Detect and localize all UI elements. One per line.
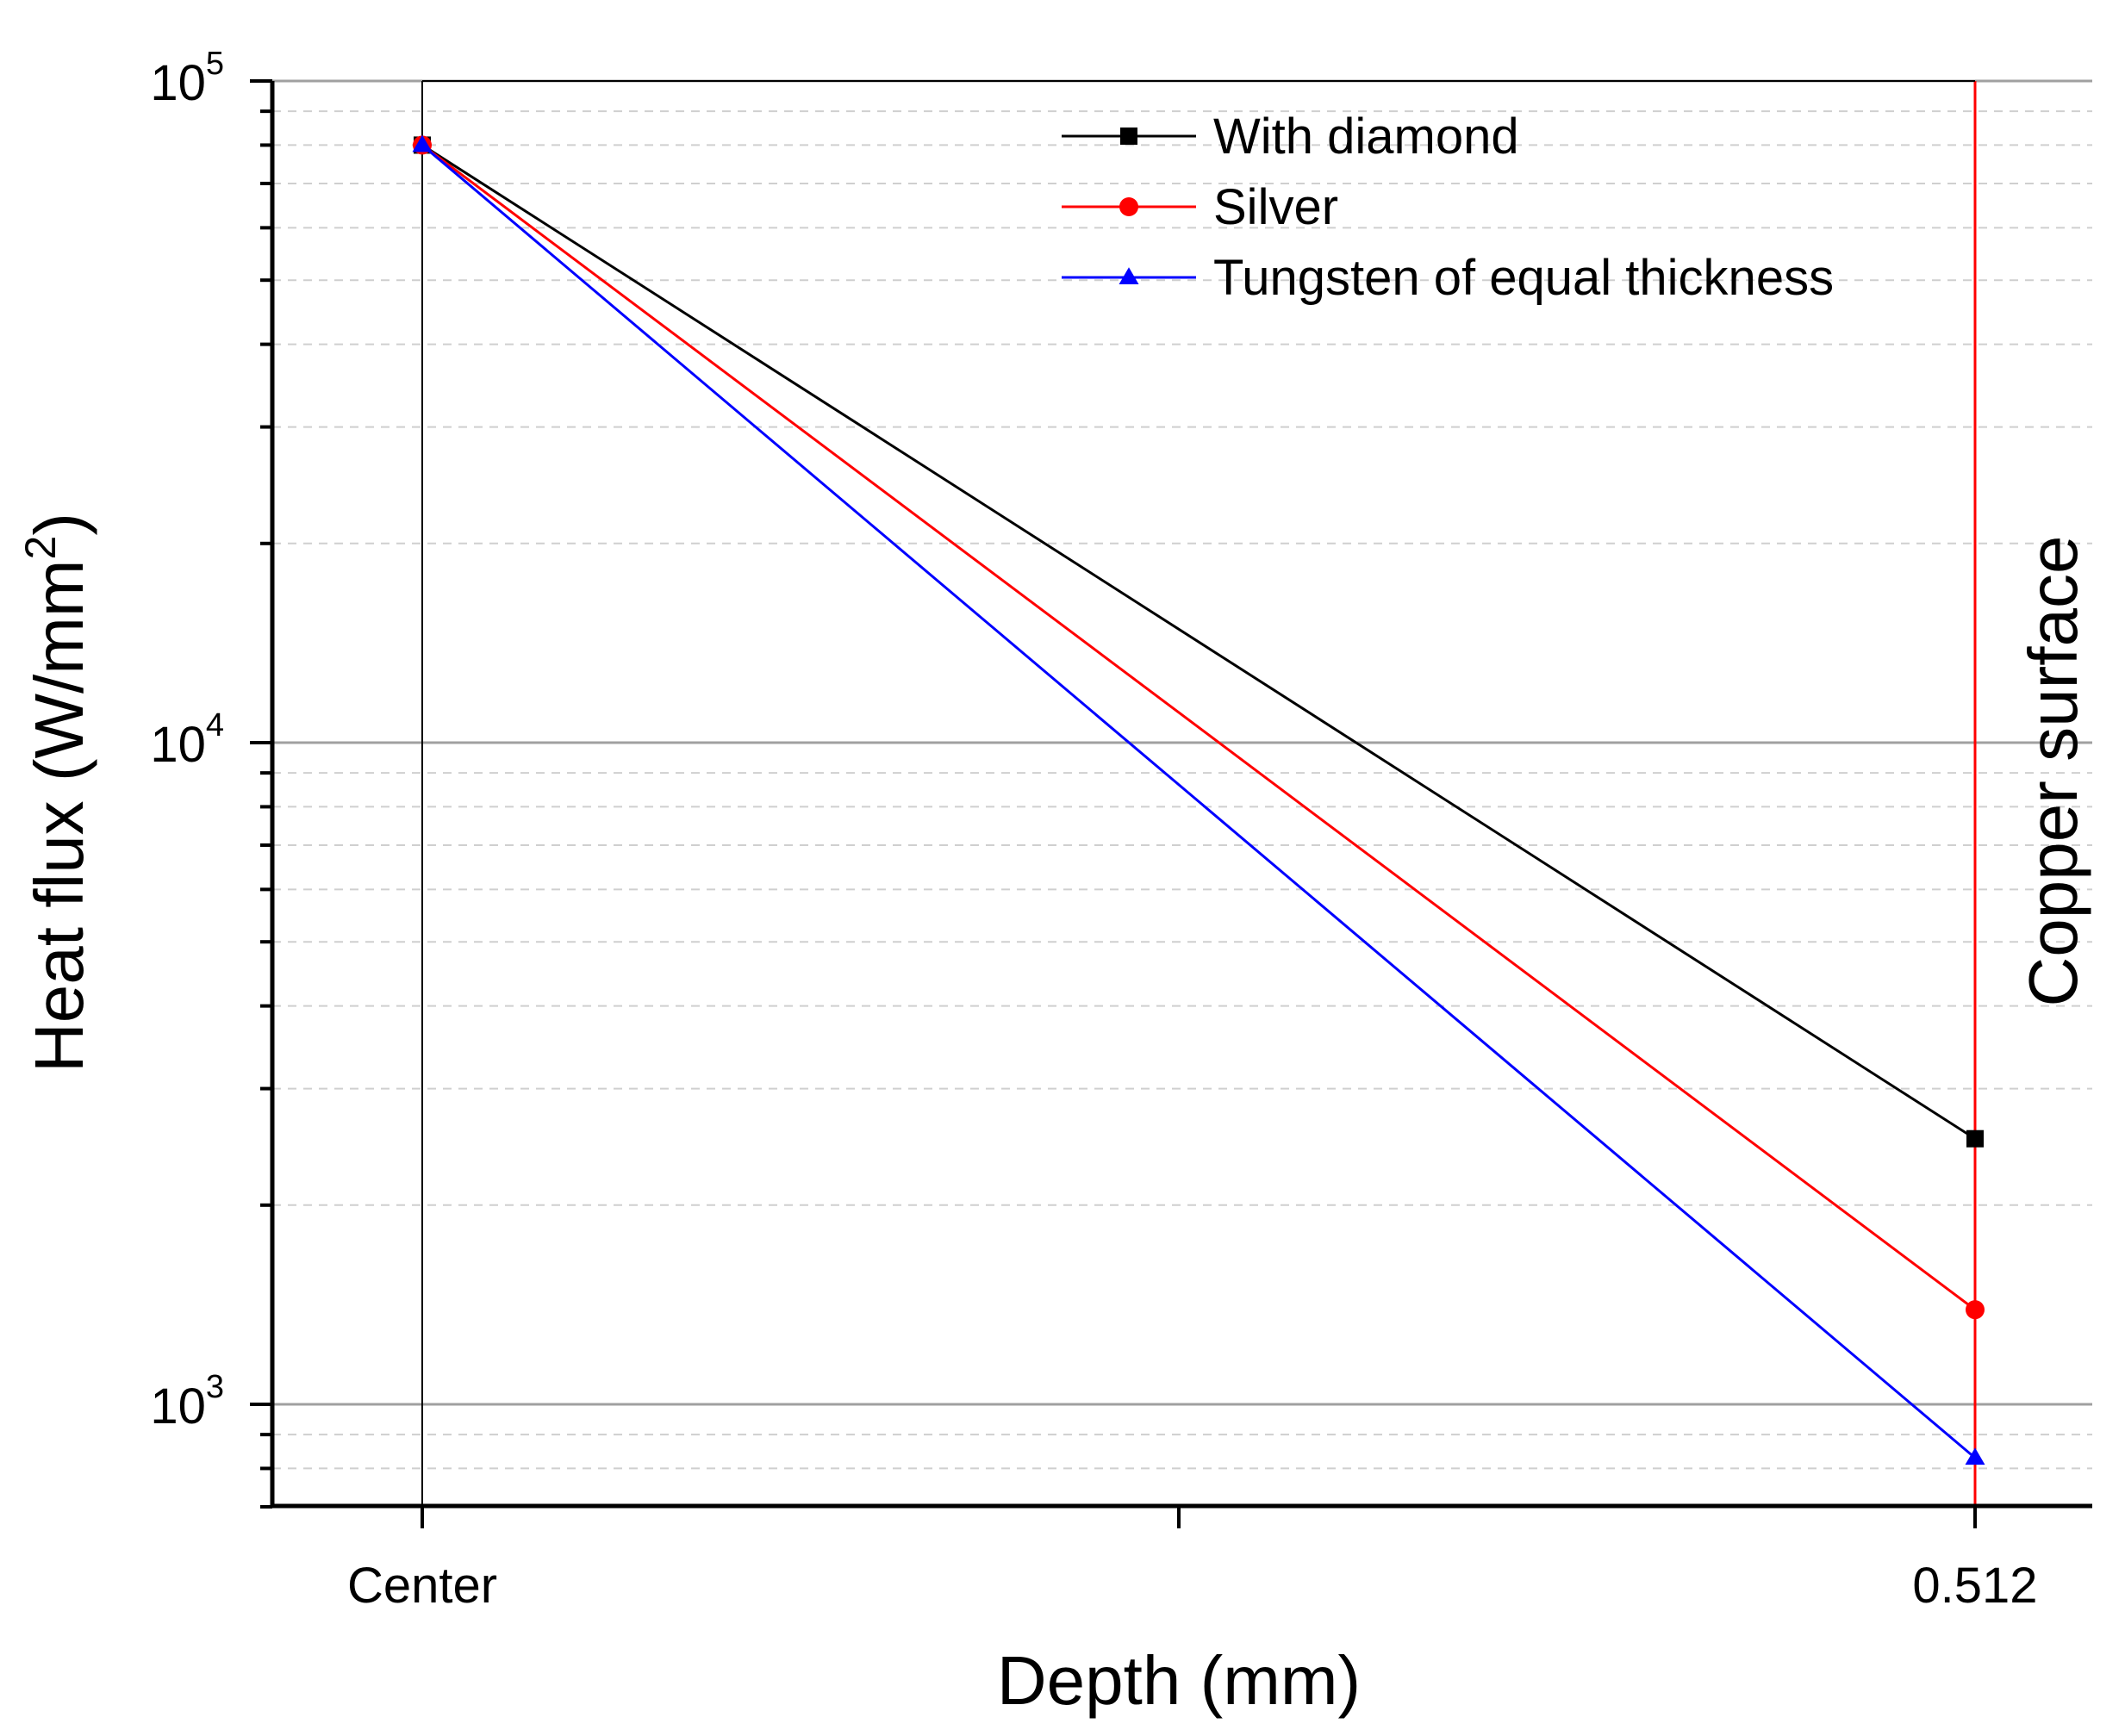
data-point <box>1965 1447 1985 1465</box>
legend-marker <box>1120 128 1137 145</box>
copper-surface-annotation: Copper surface <box>2015 536 2091 1007</box>
y-axis-title: Heat flux (W/mm2) <box>16 513 97 1073</box>
legend: With diamond Silver Tungsten of equal thic… <box>1062 109 1834 306</box>
plot-frame <box>270 81 2092 1509</box>
y-tick-label-base: 10 <box>150 55 206 111</box>
y-tick-label-base: 10 <box>150 1378 206 1434</box>
y-axis-title-superscript: 2 <box>16 536 65 560</box>
series-tungsten-of-equal-thickness <box>412 134 1985 1465</box>
data-point <box>412 134 433 152</box>
series-line <box>421 144 1976 1459</box>
legend-marker <box>1119 267 1139 284</box>
x-tick-label: 0.512 <box>1912 1558 2037 1614</box>
series-group <box>412 134 1985 1465</box>
legend-marker <box>1119 197 1138 216</box>
series-line <box>421 144 1976 1311</box>
y-tick-label: 105 <box>150 46 224 111</box>
y-axis-title-close: ) <box>21 513 97 536</box>
data-point <box>1966 1129 1984 1148</box>
y-tick-label-base: 10 <box>150 717 206 773</box>
x-tick-label: Center <box>347 1558 497 1614</box>
legend-label: Silver <box>1213 179 1338 235</box>
y-axis-title-main: Heat flux (W/mm <box>21 559 97 1073</box>
y-tick-label: 103 <box>150 1369 224 1434</box>
y-tick-label-exponent: 3 <box>206 1369 224 1405</box>
x-axis-title: Depth (mm) <box>997 1642 1361 1719</box>
series-line <box>421 144 1976 1140</box>
legend-label: With diamond <box>1213 109 1519 165</box>
grid <box>272 79 2092 1508</box>
y-tick-label: 104 <box>150 707 224 773</box>
y-tick-label-exponent: 5 <box>206 46 224 82</box>
legend-entry: With diamond <box>1062 109 1519 165</box>
legend-entry: Tungsten of equal thickness <box>1062 250 1834 306</box>
legend-label: Tungsten of equal thickness <box>1213 250 1834 306</box>
legend-entry: Silver <box>1062 179 1338 235</box>
series-silver <box>413 135 1985 1320</box>
y-tick-label-exponent: 4 <box>206 707 224 744</box>
data-point <box>1966 1300 1985 1320</box>
